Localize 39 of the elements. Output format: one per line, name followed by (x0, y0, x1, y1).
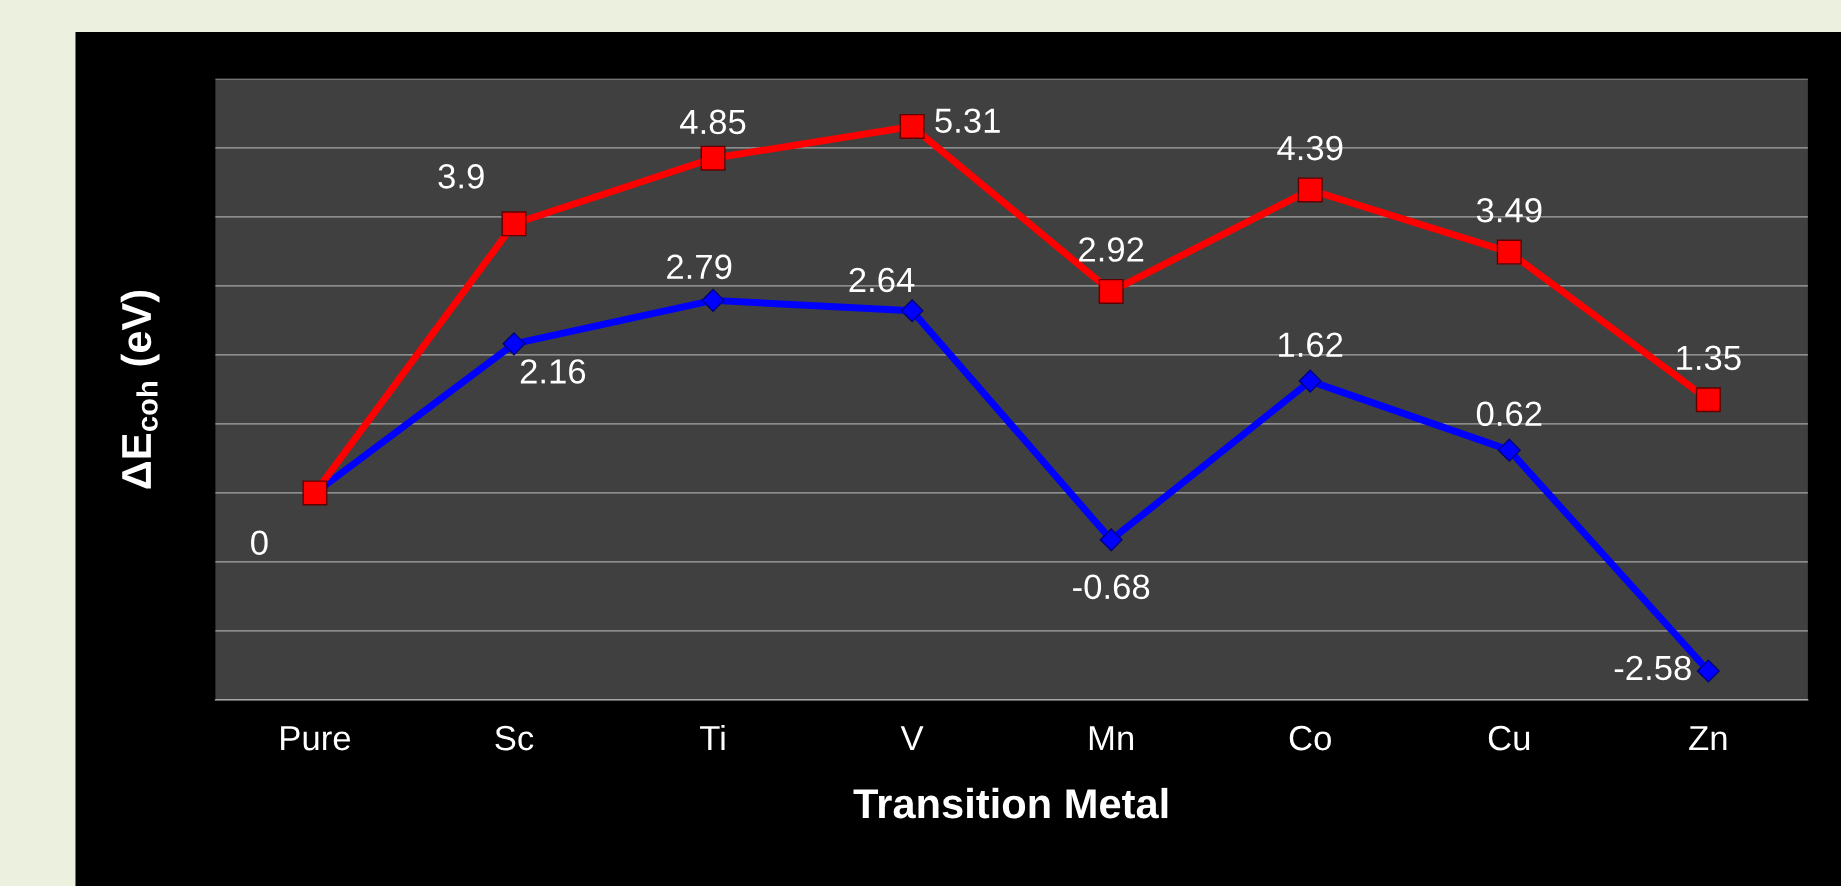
data-label: 5.31 (935, 108, 1000, 134)
point (1497, 438, 1521, 462)
x-tick-label: Cu (1488, 725, 1530, 751)
data-label: 4.85 (680, 109, 746, 135)
data-label: 1.62 (1279, 332, 1343, 358)
data-label: -0.68 (1073, 574, 1150, 600)
point (1298, 369, 1322, 393)
point (1695, 387, 1721, 413)
point (899, 113, 925, 139)
point (1098, 278, 1124, 304)
point (1696, 659, 1720, 683)
data-label: -2.58 (1614, 655, 1691, 681)
data-label: 4.39 (1277, 135, 1343, 161)
data-label: 3.49 (1476, 197, 1542, 223)
point (1099, 528, 1123, 552)
data-label: 3.9 (438, 164, 484, 189)
x-tick-label: Sc (495, 725, 534, 751)
data-label: 0.62 (1476, 401, 1542, 427)
point (502, 332, 526, 356)
point (701, 288, 725, 312)
y-axis-title: ΔE$_{coh}$ (eV) (120, 290, 160, 489)
point (501, 211, 527, 237)
x-tick-label: Zn (1689, 726, 1727, 751)
point (900, 299, 924, 323)
data-label: 2.16 (520, 359, 586, 384)
x-tick-label: V (900, 726, 924, 751)
data-label: 2.64 (849, 267, 915, 293)
data-label: 2.92 (1079, 237, 1144, 262)
point (1297, 177, 1323, 203)
data-label: 2.79 (667, 254, 732, 280)
data-label: 1.35 (1677, 345, 1741, 371)
x-tick-label: Co (1289, 725, 1331, 751)
point (1496, 239, 1522, 265)
x-tick-label: Mn (1089, 726, 1134, 751)
data-label: 0 (251, 530, 268, 556)
x-tick-label: Ti (700, 724, 725, 751)
x-axis-title: Transition Metal (853, 787, 1168, 819)
x-tick-label: Pure (281, 726, 351, 751)
point (700, 145, 726, 171)
